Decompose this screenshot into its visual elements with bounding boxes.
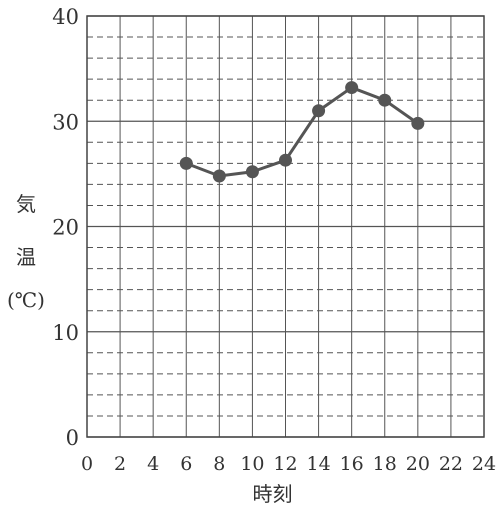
data-point [179, 156, 193, 170]
x-tick-label: 0 [81, 453, 93, 475]
x-tick-label: 20 [406, 453, 430, 475]
y-tick-label: 20 [52, 216, 79, 240]
x-tick-label: 2 [114, 453, 126, 475]
data-point [312, 104, 326, 118]
y-axis-label-char-3: (℃) [7, 288, 45, 312]
x-tick-label: 10 [240, 453, 264, 475]
x-tick-label: 16 [340, 453, 364, 475]
y-axis-label-char-2: 温 [16, 245, 36, 269]
x-tick-label: 12 [273, 453, 297, 475]
data-point [279, 153, 292, 167]
x-tick-label: 14 [306, 453, 330, 475]
data-point [378, 93, 392, 107]
plot-frame [86, 15, 485, 438]
x-tick-label: 24 [472, 453, 496, 475]
y-tick-label: 30 [52, 110, 79, 134]
data-point [411, 116, 425, 130]
x-tick-label: 4 [147, 453, 159, 475]
data-point [212, 169, 226, 183]
data-point [245, 165, 259, 179]
x-tick-label: 6 [180, 453, 192, 475]
y-tick-label: 40 [52, 5, 79, 29]
y-tick-label: 0 [66, 426, 79, 450]
x-axis-label: 時刻 [252, 482, 293, 506]
y-tick-label: 10 [52, 321, 79, 345]
y-axis-label-char-1: 気 [16, 192, 36, 216]
x-tick-label: 22 [439, 453, 463, 475]
x-tick-label: 18 [373, 453, 397, 475]
data-point [345, 81, 359, 95]
x-tick-label: 8 [213, 453, 225, 475]
